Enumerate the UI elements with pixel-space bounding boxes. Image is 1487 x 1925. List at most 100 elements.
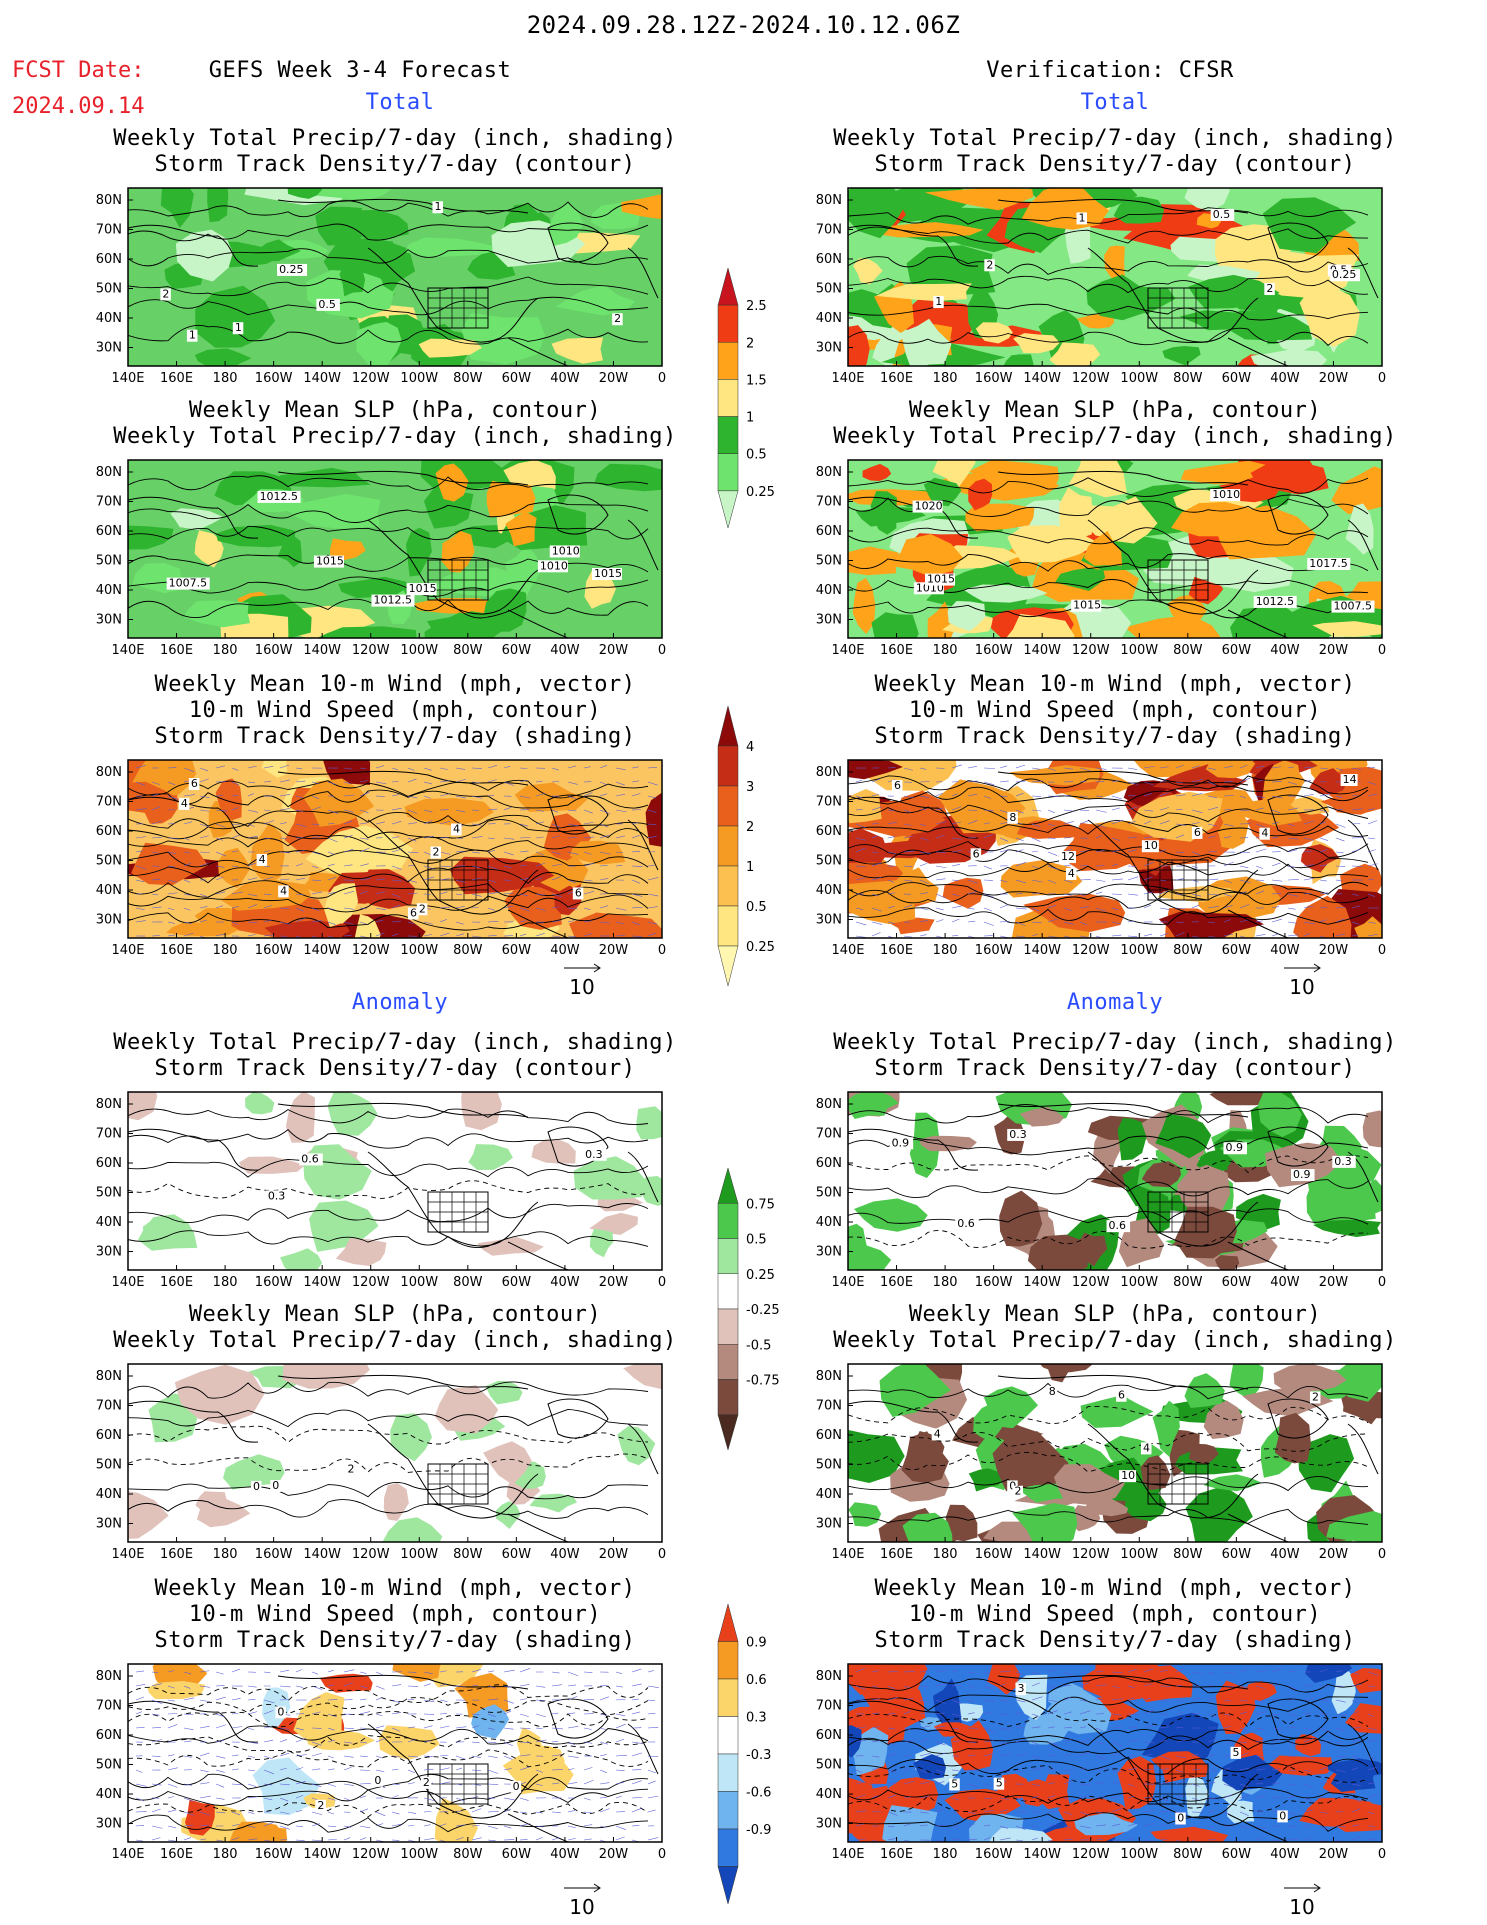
contour-label: 1012.5	[371, 594, 415, 607]
wind-vector	[583, 809, 593, 814]
wind-vector	[423, 1838, 435, 1841]
wind-vector	[1031, 865, 1039, 869]
wind-vector	[1127, 806, 1138, 811]
wind-vector	[343, 1837, 351, 1841]
wind-vector	[551, 823, 560, 828]
shading-cell	[482, 588, 527, 632]
colorbar-level-label: -0.75	[746, 1374, 780, 1389]
contour-line	[848, 327, 1369, 347]
wind-vector	[1111, 780, 1119, 783]
shading-cell	[277, 535, 302, 568]
lat-tick-label: 50N	[816, 554, 842, 569]
wind-vector	[455, 850, 465, 853]
contour-line	[128, 789, 649, 809]
contour-label: 0	[1277, 1809, 1288, 1823]
wind-vector	[1255, 890, 1265, 895]
colorbar-level-label: 1.5	[746, 373, 767, 388]
shading-cell	[968, 1468, 1005, 1492]
wind-vector	[471, 1796, 479, 1799]
wind-vector	[263, 1726, 271, 1729]
shading-cell	[424, 487, 474, 529]
wind-vector	[247, 1783, 256, 1787]
lon-tick-label: 100W	[400, 943, 438, 958]
wind-vector	[407, 892, 418, 895]
panel-title-line: Weekly Total Precip/7-day (inch, shading…	[833, 1030, 1397, 1055]
wind-vector	[327, 809, 339, 814]
wind-vector	[167, 1699, 175, 1702]
wind-vector	[1031, 767, 1041, 770]
contour-line	[128, 1711, 649, 1728]
wind-vector	[311, 907, 320, 912]
wind-vector	[935, 1670, 946, 1673]
wind-vector	[1031, 1837, 1038, 1841]
wind-vector	[535, 1713, 547, 1718]
wind-vector	[487, 1769, 499, 1774]
wind-vector	[167, 1809, 177, 1813]
wind-vector	[1111, 1753, 1120, 1757]
wind-vector	[1175, 1769, 1184, 1773]
svg-text:1012.5: 1012.5	[373, 594, 412, 607]
wind-vector	[983, 1753, 994, 1757]
lon-tick-label: 20W	[599, 643, 629, 658]
svg-text:6: 6	[1194, 826, 1201, 839]
wind-vector	[167, 1783, 178, 1788]
wind-vector	[599, 809, 611, 815]
svg-text:1: 1	[935, 295, 942, 308]
panel-title-line: Weekly Mean 10-m Wind (mph, vector)	[154, 672, 636, 697]
shading-cell	[1053, 1464, 1125, 1506]
contour-line	[848, 1675, 1369, 1694]
wind-vector	[359, 780, 368, 783]
wind-vector	[1239, 764, 1248, 769]
wind-vector	[983, 781, 995, 786]
colorbar-level-label: 0.25	[746, 1268, 775, 1283]
lon-tick-label: 160W	[975, 643, 1013, 658]
wind-vector	[1255, 1782, 1264, 1785]
wind-vector	[439, 767, 448, 770]
wind-vector	[1303, 794, 1314, 797]
svg-text:0: 0	[253, 1480, 260, 1493]
shading-cell	[1261, 1755, 1333, 1776]
wind-vector	[391, 1769, 399, 1771]
shading-cell	[424, 612, 496, 638]
wind-vector	[343, 1669, 355, 1673]
colorbar-segment	[717, 865, 739, 907]
wind-vector	[871, 893, 879, 897]
svg-text:2: 2	[1266, 282, 1273, 295]
lon-tick-label: 100W	[400, 1847, 438, 1862]
contour-label: 2	[420, 1776, 432, 1789]
wind-vector	[1079, 921, 1088, 926]
wind-vector	[1063, 809, 1074, 812]
wind-vector	[887, 1727, 896, 1730]
wind-vector	[1223, 879, 1232, 884]
contour-label: 0	[250, 1480, 262, 1493]
wind-vector	[247, 877, 258, 881]
wind-vector	[167, 1685, 175, 1689]
wind-vector	[983, 1740, 995, 1743]
wind-vector	[1319, 1811, 1328, 1814]
wind-vector	[183, 1755, 192, 1758]
shading-cell	[1076, 313, 1115, 329]
wind-vector	[1239, 904, 1250, 909]
wind-vector	[967, 1754, 976, 1757]
shading-cell	[950, 1720, 994, 1771]
wind-vector	[1239, 891, 1247, 895]
wind-vector	[1271, 1755, 1279, 1758]
wind-vector	[551, 1712, 559, 1715]
wind-vector	[455, 767, 466, 770]
lon-tick-label: 100W	[400, 1275, 438, 1290]
wind-vector	[1255, 1810, 1264, 1813]
colorbar-segment	[717, 1641, 739, 1680]
lat-tick-label: 30N	[96, 613, 122, 628]
shading-cell	[589, 1228, 614, 1258]
lat-tick-label: 30N	[96, 1517, 122, 1532]
wind-vector	[887, 1811, 898, 1816]
wind-vector	[519, 1754, 531, 1757]
wind-vector	[1239, 1768, 1249, 1771]
wind-vector	[615, 1836, 625, 1841]
wind-vector	[1335, 1755, 1347, 1757]
wind-vector	[855, 1794, 866, 1799]
lat-tick-label: 40N	[816, 583, 842, 598]
wind-vector	[471, 795, 483, 799]
shading-cell	[1215, 1680, 1256, 1734]
